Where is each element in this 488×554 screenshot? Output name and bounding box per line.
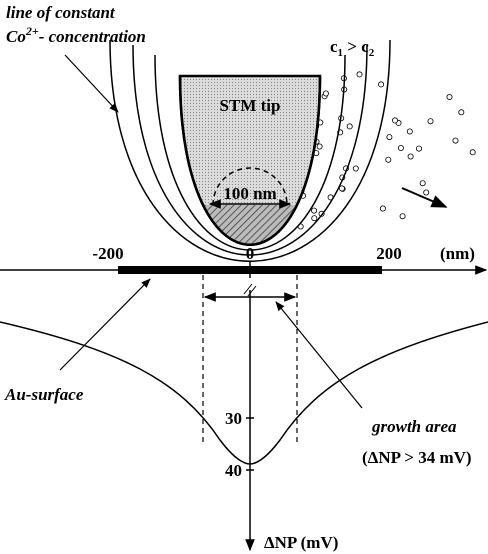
particle xyxy=(353,166,358,171)
particle xyxy=(400,214,405,219)
particle xyxy=(459,110,464,115)
label: line of constant xyxy=(6,3,116,22)
x-tick-label: 200 xyxy=(376,244,402,263)
particle xyxy=(420,181,425,186)
particle xyxy=(323,91,328,96)
particle xyxy=(407,129,412,134)
page: {"concentration_label": {"line1": "line … xyxy=(0,0,488,554)
x-tick-label: 0 xyxy=(246,244,255,263)
particle xyxy=(424,190,429,195)
particle xyxy=(447,94,452,99)
label: 2 xyxy=(369,47,375,59)
label: Co xyxy=(6,27,26,46)
particle xyxy=(386,157,391,162)
particle xyxy=(398,145,403,150)
growth-condition: (ΔNP > 34 mV) xyxy=(362,448,472,467)
y-tick-label: 40 xyxy=(225,461,242,480)
particle xyxy=(379,82,384,87)
particle xyxy=(380,206,385,211)
size-label: 100 nm xyxy=(223,184,276,203)
particle xyxy=(312,208,317,213)
particle xyxy=(347,124,352,129)
y-tick-label: 30 xyxy=(225,409,242,428)
tip-label: STM tip xyxy=(220,96,281,115)
particle xyxy=(357,72,362,77)
label: - concentration xyxy=(39,27,146,46)
particle xyxy=(428,119,433,124)
pointer xyxy=(60,279,150,370)
label: 2+ xyxy=(25,24,39,38)
particle xyxy=(392,118,397,123)
x-tick-label: -200 xyxy=(92,244,123,263)
surface-label: Au-surface xyxy=(4,385,84,404)
particle xyxy=(470,150,475,155)
growth-label: growth area xyxy=(371,417,457,436)
label: > c xyxy=(343,37,369,56)
x-unit: (nm) xyxy=(440,244,475,263)
particle xyxy=(387,135,392,140)
pointer xyxy=(276,302,362,408)
particle xyxy=(312,216,317,221)
gradient-label: c1 > c2 xyxy=(330,37,375,59)
particle xyxy=(453,138,458,143)
particle xyxy=(317,144,322,149)
body: line of constant Co2+- concentration STM… xyxy=(0,0,488,554)
label: Co2+- concentration xyxy=(6,24,146,46)
y-axis-label: ΔNP (mV) xyxy=(264,533,338,552)
particle xyxy=(416,146,421,151)
diagram: line of constant Co2+- concentration STM… xyxy=(0,0,488,554)
particle xyxy=(408,154,413,159)
